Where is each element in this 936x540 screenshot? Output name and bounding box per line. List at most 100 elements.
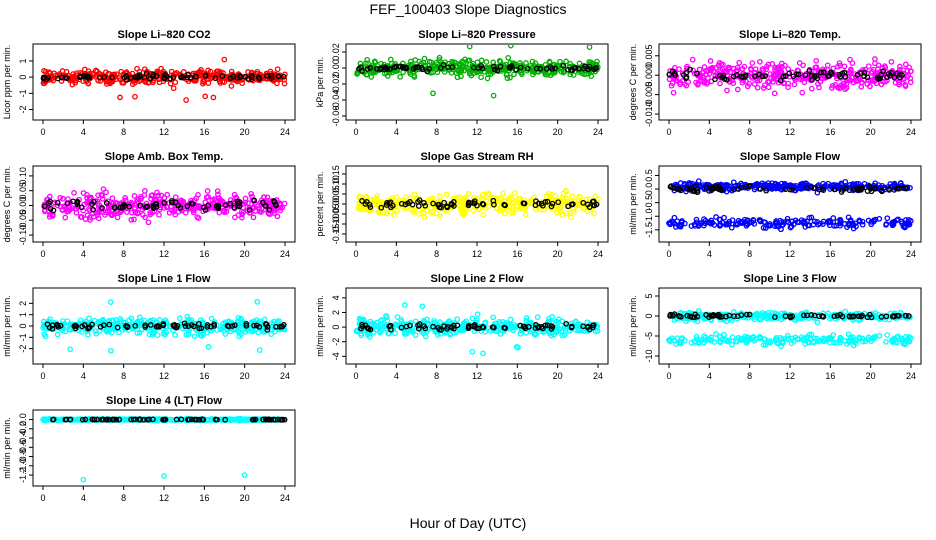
- data-point: [47, 316, 54, 323]
- data-point: [687, 66, 693, 73]
- data-point: [905, 313, 912, 319]
- data-point: [55, 75, 61, 82]
- data-point: [106, 321, 113, 328]
- data-point: [544, 198, 551, 205]
- data-point: [570, 201, 576, 207]
- data-point: [888, 69, 895, 76]
- data-point: [109, 317, 116, 324]
- data-point: [806, 68, 813, 74]
- data-point: [64, 200, 71, 207]
- data-point: [887, 181, 894, 187]
- data-point: [72, 79, 79, 86]
- data-point: [537, 65, 544, 72]
- data-point: [767, 221, 773, 227]
- data-point: [751, 316, 758, 323]
- y-tick-label: -0.05: [18, 210, 28, 231]
- data-point: [547, 64, 554, 70]
- data-point: [266, 207, 273, 213]
- x-tick-label: 24: [280, 371, 290, 381]
- data-point: [211, 321, 217, 327]
- panel-title: Slope Li–820 Temp.: [739, 29, 841, 41]
- y-tick-label: -1.0: [18, 458, 28, 474]
- data-point: [366, 201, 373, 208]
- data-point: [801, 218, 807, 224]
- data-point: [440, 61, 447, 68]
- data-point: [780, 73, 787, 80]
- data-point: [744, 334, 750, 341]
- data-point: [789, 218, 796, 225]
- data-point: [474, 68, 481, 75]
- y-tick-label: 0.05: [18, 182, 28, 200]
- y-axis-label: ml/min per min.: [628, 295, 638, 357]
- data-point: [544, 322, 551, 329]
- data-point: [677, 340, 684, 347]
- x-tick-label: 12: [159, 127, 169, 137]
- data-point: [684, 312, 691, 319]
- data-point: [261, 194, 267, 200]
- data-point: [671, 214, 678, 221]
- data-point: [121, 74, 128, 81]
- data-point: [172, 332, 178, 338]
- data-point: [142, 214, 148, 221]
- data-point: [593, 64, 599, 71]
- data-point: [40, 75, 47, 82]
- data-point: [239, 80, 246, 87]
- data-point: [203, 194, 210, 201]
- data-point: [248, 74, 255, 81]
- data-point: [701, 79, 707, 86]
- data-point: [231, 322, 238, 329]
- x-tick-label: 20: [240, 127, 250, 137]
- data-point: [367, 326, 374, 333]
- data-point: [480, 211, 487, 218]
- x-tick-label: 0: [666, 249, 671, 259]
- data-point: [716, 333, 723, 340]
- data-point: [763, 63, 770, 70]
- y-tick-label: -0.04: [331, 90, 341, 111]
- y-tick-label: -0.02: [331, 74, 341, 95]
- data-point: [710, 312, 717, 319]
- data-point: [150, 329, 156, 335]
- data-point: [540, 66, 547, 73]
- data-point: [868, 338, 875, 345]
- data-point: [248, 190, 254, 197]
- x-tick-label: 24: [280, 249, 290, 259]
- data-point: [694, 313, 701, 320]
- data-point: [160, 322, 167, 329]
- data-point: [749, 219, 755, 226]
- data-point: [837, 62, 843, 69]
- data-point: [780, 338, 786, 345]
- data-point: [217, 80, 224, 86]
- data-point: [164, 191, 171, 198]
- data-point: [180, 69, 187, 75]
- data-point: [132, 93, 138, 100]
- data-point: [517, 330, 524, 337]
- data-point: [741, 63, 748, 70]
- data-point: [86, 315, 92, 322]
- x-tick-label: 16: [512, 127, 522, 137]
- data-point: [506, 65, 513, 71]
- data-point: [441, 199, 447, 206]
- x-tick-label: 0: [40, 493, 45, 503]
- data-point: [178, 74, 184, 81]
- data-point: [146, 331, 153, 338]
- data-point: [691, 314, 698, 321]
- data-point: [880, 78, 886, 85]
- data-point: [193, 73, 199, 80]
- data-point: [749, 60, 756, 66]
- x-tick-label: 0: [666, 371, 671, 381]
- data-point: [813, 57, 820, 64]
- data-point: [441, 323, 447, 329]
- data-point: [161, 74, 168, 81]
- x-tick-label: 0: [666, 127, 671, 137]
- data-point: [718, 61, 725, 67]
- y-tick-label: 1: [18, 312, 28, 317]
- data-point: [124, 70, 130, 77]
- data-point: [585, 66, 591, 73]
- data-point: [72, 322, 79, 329]
- data-point: [275, 73, 282, 80]
- data-point: [785, 80, 792, 87]
- data-point: [509, 207, 516, 213]
- data-point: [542, 322, 549, 329]
- data-point: [522, 211, 529, 218]
